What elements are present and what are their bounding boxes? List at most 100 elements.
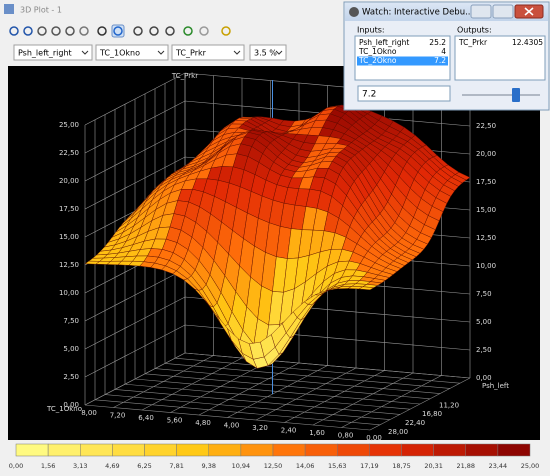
x-tick-label: 1,60 bbox=[309, 429, 325, 437]
watch-title: Watch: Interactive Debu... bbox=[362, 8, 473, 18]
x-tick-label: 4,00 bbox=[224, 422, 240, 430]
z-tick-label: 5,00 bbox=[63, 345, 79, 353]
toolbar-icon bbox=[79, 26, 89, 36]
toolbar-icon bbox=[149, 26, 159, 36]
color-scale-label: 25,00 bbox=[521, 462, 540, 470]
output-name[interactable]: TC_Prkr bbox=[458, 38, 488, 47]
output-value: 12.4305 bbox=[512, 38, 543, 47]
color-scale: 0,00 1,56 3,13 4,69 6,25 7,81 9,38 10,94 12,50 14… bbox=[9, 443, 540, 470]
color-scale-label: 6,25 bbox=[137, 462, 151, 470]
z-tick-label: 10,00 bbox=[59, 289, 79, 297]
value-input-text: 7.2 bbox=[362, 90, 376, 100]
input-name[interactable]: Psh_left_right bbox=[359, 38, 409, 47]
toolbar-icon bbox=[37, 26, 47, 36]
dropdown[interactable] bbox=[249, 44, 287, 61]
inputs-label: Inputs: bbox=[357, 26, 385, 35]
x-axis-label: TC_1Okno bbox=[46, 405, 82, 413]
color-swatch bbox=[337, 443, 370, 457]
z-tick-label: 22,50 bbox=[476, 122, 496, 130]
color-scale-label: 20,31 bbox=[424, 462, 443, 470]
y-tick-label: 22,40 bbox=[405, 419, 425, 427]
z-tick-label: 0,00 bbox=[63, 401, 79, 409]
color-swatch bbox=[47, 443, 81, 457]
watch-window: Watch: Interactive Debu... Inputs: Outpu… bbox=[343, 1, 550, 111]
z-tick-label: 17,50 bbox=[476, 178, 496, 186]
toolbar-icon bbox=[23, 26, 33, 36]
y-tick-label: 28,00 bbox=[388, 428, 408, 436]
z-tick-label: 12,50 bbox=[476, 234, 496, 242]
dropdown-text: TC_1Okno bbox=[99, 49, 140, 58]
x-tick-label: 0,80 bbox=[338, 432, 354, 440]
x-tick-label: 0,00 bbox=[366, 434, 382, 442]
color-scale-label: 9,38 bbox=[202, 462, 216, 470]
input-name[interactable]: TC_2Okno bbox=[358, 56, 397, 65]
z-axis-label: TC_Prkr bbox=[171, 72, 198, 80]
x-tick-label: 7,20 bbox=[110, 412, 126, 420]
toolbar-icon bbox=[65, 26, 75, 36]
color-swatch bbox=[112, 443, 145, 457]
z-tick-label: 15,00 bbox=[476, 206, 496, 214]
dropdown[interactable] bbox=[95, 44, 169, 61]
outputs-label: Outputs: bbox=[457, 26, 492, 35]
z-tick-label: 7,50 bbox=[63, 317, 79, 325]
z-tick-label: 12,50 bbox=[59, 261, 79, 269]
color-scale-label: 17,19 bbox=[360, 462, 379, 470]
color-swatch bbox=[176, 443, 209, 457]
toolbar-icon bbox=[183, 26, 193, 36]
floor-grid-line bbox=[170, 360, 271, 413]
dropdown-arrow bbox=[157, 50, 165, 55]
x-tick-label: 2,40 bbox=[281, 427, 297, 435]
dropdown[interactable] bbox=[13, 44, 93, 61]
x-tick-label: 5,60 bbox=[167, 417, 183, 425]
z-tick-label: 17,50 bbox=[59, 205, 79, 213]
floor-grid-line bbox=[113, 355, 214, 408]
input-name[interactable]: TC_1Okno bbox=[358, 47, 397, 56]
floor-grid-line bbox=[198, 362, 300, 416]
selected-row[interactable] bbox=[357, 56, 448, 66]
color-swatch bbox=[401, 443, 434, 457]
color-swatch bbox=[465, 443, 499, 457]
axis-labels: 0,00 2,50 5,00 7,50 10,00 12,50 15,00 17,50 20,0… bbox=[46, 72, 509, 442]
input-value: 4 bbox=[441, 47, 446, 56]
toolbar-icon bbox=[221, 26, 231, 36]
color-scale-label: 0,00 bbox=[9, 462, 23, 470]
window-title: 3D Plot - 1 bbox=[20, 6, 62, 15]
close-icon bbox=[524, 7, 534, 16]
color-scale-label: 1,56 bbox=[41, 462, 55, 470]
x-tick-label: 4,80 bbox=[195, 419, 211, 427]
x-tick-label: 6,40 bbox=[138, 414, 154, 422]
y-tick-label: 11,20 bbox=[439, 401, 459, 409]
minimize-button[interactable] bbox=[470, 4, 492, 19]
value-input[interactable] bbox=[357, 85, 451, 102]
color-scale-label: 4,69 bbox=[105, 462, 119, 470]
dropdown[interactable] bbox=[171, 44, 245, 61]
maximize-button[interactable] bbox=[492, 4, 514, 19]
floor-grid-line bbox=[144, 373, 431, 400]
z-tick-label: 25,00 bbox=[59, 121, 79, 129]
floor-grid-line bbox=[184, 352, 471, 379]
z-tick-label: 15,00 bbox=[59, 233, 79, 241]
z-tick-label: 7,50 bbox=[476, 290, 492, 298]
z-tick-label: 2,50 bbox=[476, 346, 492, 354]
slider-thumb[interactable] bbox=[512, 88, 520, 102]
color-scale-label: 15,63 bbox=[328, 462, 347, 470]
color-scale-label: 12,50 bbox=[264, 462, 283, 470]
color-swatch bbox=[15, 443, 49, 457]
color-swatch bbox=[208, 443, 242, 457]
color-swatch bbox=[80, 443, 113, 457]
x-tick-label: 8,00 bbox=[81, 409, 97, 417]
outputs-list[interactable] bbox=[454, 35, 546, 81]
color-swatch bbox=[369, 443, 402, 457]
window-icon bbox=[4, 4, 14, 14]
z-tick-label: 2,50 bbox=[63, 373, 79, 381]
toolbar-icon bbox=[113, 26, 123, 36]
toolbar-icon bbox=[51, 26, 61, 36]
z-tick-label: 0,00 bbox=[476, 374, 492, 382]
input-value: 25.2 bbox=[429, 38, 446, 47]
color-scale-label: 23,44 bbox=[489, 462, 508, 470]
z-tick-label: 22,50 bbox=[59, 149, 79, 157]
floor-grid-line bbox=[164, 363, 451, 389]
color-scale-label: 14,06 bbox=[296, 462, 315, 470]
z-tick-label: 5,00 bbox=[476, 318, 492, 326]
